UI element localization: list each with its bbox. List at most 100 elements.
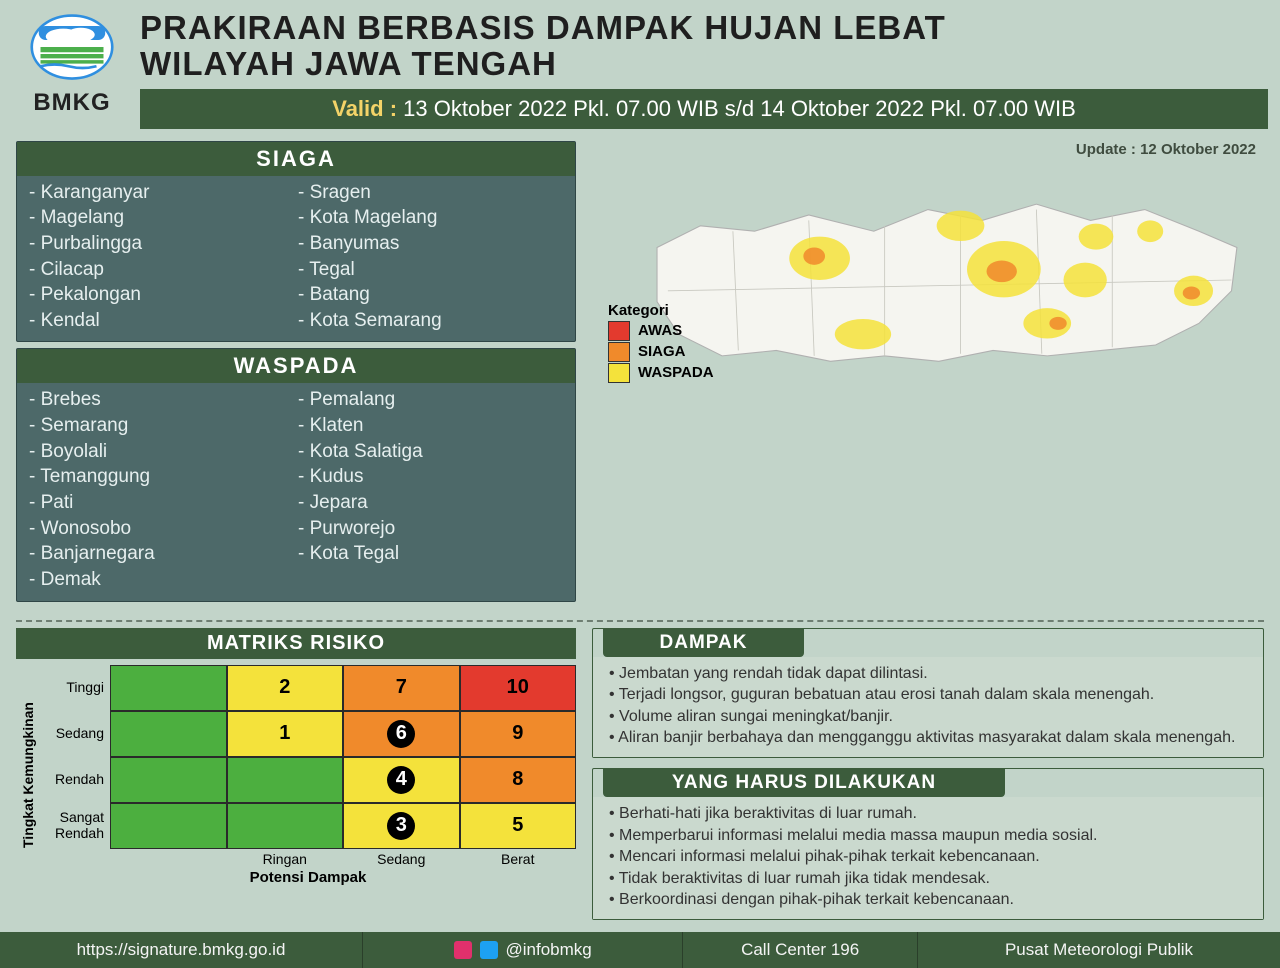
list-item: - Kota Salatiga <box>298 439 567 465</box>
footer-url: https://signature.bmkg.go.id <box>0 932 363 968</box>
list-item: Terjadi longsor, guguran bebatuan atau e… <box>609 684 1251 706</box>
legend-swatch <box>608 342 630 362</box>
matrix-cell <box>110 757 227 803</box>
logo-label: BMKG <box>12 89 132 117</box>
title-area: PRAKIRAAN BERBASIS DAMPAK HUJAN LEBAT WI… <box>132 8 1268 129</box>
dampak-list: Jembatan yang rendah tidak dapat dilinta… <box>609 663 1251 749</box>
legend-title: Kategori <box>608 302 714 319</box>
valid-text: 13 Oktober 2022 Pkl. 07.00 WIB s/d 14 Ok… <box>403 96 1076 121</box>
legend-swatch <box>608 321 630 341</box>
list-item: - Batang <box>298 282 567 308</box>
main-row: SIAGA - Karanganyar- Magelang- Purbaling… <box>0 129 1280 614</box>
list-item: - Karanganyar <box>29 180 298 206</box>
bmkg-logo-icon <box>28 12 116 82</box>
list-item: - Pemalang <box>298 387 567 413</box>
matrix-x-axis: Potensi Dampak <box>40 869 576 886</box>
tindakan-title: YANG HARUS DILAKUKAN <box>603 769 1005 797</box>
list-item: Aliran banjir berbahaya dan mengganggu a… <box>609 727 1251 749</box>
list-item: - Semarang <box>29 413 298 439</box>
matrix-title: MATRIKS RISIKO <box>16 628 576 659</box>
list-item: - Klaten <box>298 413 567 439</box>
matrix-grid: Tinggi2710Sedang169Rendah48Sangat Rendah… <box>40 665 576 849</box>
list-item: Jembatan yang rendah tidak dapat dilinta… <box>609 663 1251 685</box>
twitter-icon <box>480 941 498 959</box>
list-item: - Cilacap <box>29 257 298 283</box>
dampak-title: DAMPAK <box>603 629 804 657</box>
list-item: - Purbalingga <box>29 231 298 257</box>
waspada-column-1: - Brebes- Semarang- Boyolali- Temanggung… <box>29 387 298 592</box>
risk-matrix: MATRIKS RISIKO Tingkat Kemungkinan Tingg… <box>16 628 576 920</box>
matrix-row: Sangat Rendah35 <box>40 803 576 849</box>
legend-row: WASPADA <box>608 363 714 383</box>
tindakan-panel: YANG HARUS DILAKUKAN Berhati-hati jika b… <box>592 768 1264 920</box>
footer-call: Call Center 196 <box>683 932 918 968</box>
list-item: - Kota Magelang <box>298 205 567 231</box>
matrix-cell: 1 <box>227 711 344 757</box>
list-item: Mencari informasi melalui pihak-pihak te… <box>609 846 1251 868</box>
list-item: Berkoordinasi dengan pihak-pihak terkait… <box>609 889 1251 911</box>
matrix-cell <box>227 757 344 803</box>
list-item: - Tegal <box>298 257 567 283</box>
list-item: - Kendal <box>29 308 298 334</box>
siaga-title: SIAGA <box>17 142 575 176</box>
footer-org: Pusat Meteorologi Publik <box>918 932 1280 968</box>
siaga-panel: SIAGA - Karanganyar- Magelang- Purbaling… <box>16 141 576 343</box>
left-column: SIAGA - Karanganyar- Magelang- Purbaling… <box>16 141 576 608</box>
matrix-row: Rendah48 <box>40 757 576 803</box>
list-item: - Magelang <box>29 205 298 231</box>
legend-label: WASPADA <box>638 364 714 381</box>
waspada-title: WASPADA <box>17 349 575 383</box>
list-item: Tidak beraktivitas di luar rumah jika ti… <box>609 868 1251 890</box>
legend-label: AWAS <box>638 322 682 339</box>
legend-label: SIAGA <box>638 343 686 360</box>
matrix-cell: 3 <box>343 803 460 849</box>
header: BMKG PRAKIRAAN BERBASIS DAMPAK HUJAN LEB… <box>0 0 1280 129</box>
waspada-column-2: - Pemalang- Klaten- Kota Salatiga- Kudus… <box>298 387 567 592</box>
matrix-cell <box>227 803 344 849</box>
map-legend: Kategori AWAS SIAGA WASPADA <box>608 302 714 384</box>
list-item: - Pekalongan <box>29 282 298 308</box>
valid-bar: Valid : 13 Oktober 2022 Pkl. 07.00 WIB s… <box>140 89 1268 129</box>
list-item: - Kota Semarang <box>298 308 567 334</box>
map-container: Kategori AWAS SIAGA WASPADA <box>592 170 1264 390</box>
matrix-cell: 10 <box>460 665 577 711</box>
list-item: - Boyolali <box>29 439 298 465</box>
tindakan-list: Berhati-hati jika beraktivitas di luar r… <box>609 803 1251 911</box>
matrix-cell <box>110 803 227 849</box>
matrix-row: Sedang169 <box>40 711 576 757</box>
legend-row: SIAGA <box>608 342 714 362</box>
matrix-row-label: Rendah <box>40 757 110 803</box>
matrix-cell: 9 <box>460 711 577 757</box>
matrix-cell: 7 <box>343 665 460 711</box>
list-item: - Brebes <box>29 387 298 413</box>
list-item: - Sragen <box>298 180 567 206</box>
matrix-y-axis: Tingkat Kemungkinan <box>16 665 40 886</box>
legend-swatch <box>608 363 630 383</box>
siaga-column-2: - Sragen- Kota Magelang- Banyumas- Tegal… <box>298 180 567 334</box>
title-line-1: PRAKIRAAN BERBASIS DAMPAK HUJAN LEBAT <box>140 10 1268 46</box>
list-item: - Jepara <box>298 490 567 516</box>
footer-handle: @infobmkg <box>506 940 592 960</box>
matrix-row-label: Sedang <box>40 711 110 757</box>
list-item: Volume aliran sungai meningkat/banjir. <box>609 706 1251 728</box>
separator <box>16 620 1264 622</box>
footer-bar: https://signature.bmkg.go.id @infobmkg C… <box>0 932 1280 968</box>
matrix-cell <box>110 665 227 711</box>
info-column: DAMPAK Jembatan yang rendah tidak dapat … <box>592 628 1264 920</box>
footer-social: @infobmkg <box>363 932 683 968</box>
list-item: - Banjarnegara <box>29 541 298 567</box>
dampak-panel: DAMPAK Jembatan yang rendah tidak dapat … <box>592 628 1264 758</box>
waspada-panel: WASPADA - Brebes- Semarang- Boyolali- Te… <box>16 348 576 601</box>
list-item: - Purworejo <box>298 516 567 542</box>
list-item: - Pati <box>29 490 298 516</box>
list-item: Memperbarui informasi melalui media mass… <box>609 825 1251 847</box>
matrix-cell: 5 <box>460 803 577 849</box>
matrix-cell: 8 <box>460 757 577 803</box>
matrix-row: Tinggi2710 <box>40 665 576 711</box>
instagram-icon <box>454 941 472 959</box>
valid-label: Valid : <box>332 96 397 121</box>
list-item: - Kudus <box>298 464 567 490</box>
list-item: - Demak <box>29 567 298 593</box>
matrix-cell: 2 <box>227 665 344 711</box>
update-date: Update : 12 Oktober 2022 <box>592 141 1264 158</box>
